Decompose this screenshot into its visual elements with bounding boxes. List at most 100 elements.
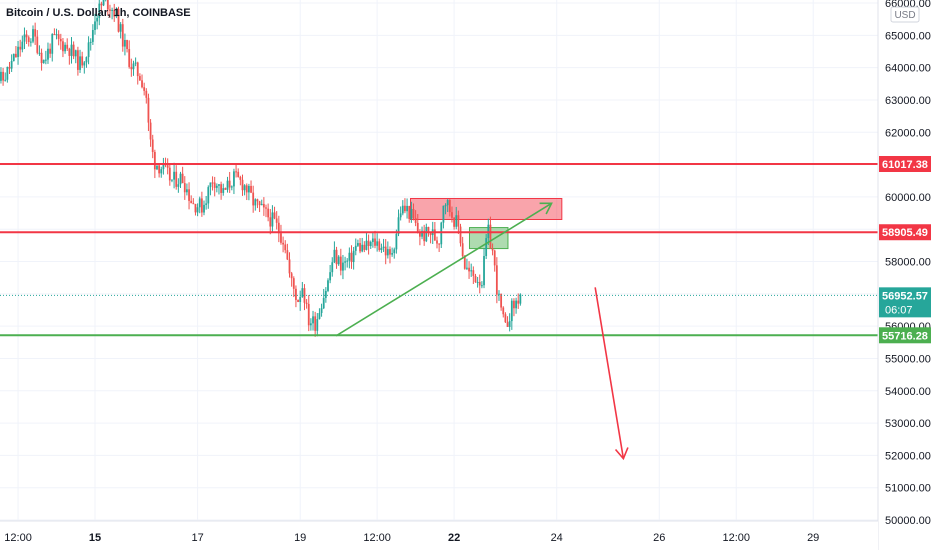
- candle: [141, 74, 143, 89]
- candle: [391, 247, 394, 257]
- candle: [297, 299, 299, 303]
- candle: [156, 165, 158, 171]
- candle: [480, 281, 483, 289]
- x-tick-label: 12:00: [722, 532, 750, 544]
- candle: [70, 37, 73, 64]
- candle: [277, 215, 280, 243]
- candle: [147, 93, 150, 132]
- candle: [102, 0, 105, 7]
- candle: [260, 199, 263, 206]
- candle: [301, 281, 304, 298]
- candle: [367, 234, 370, 255]
- candle: [502, 306, 505, 318]
- candle: [74, 49, 77, 64]
- candle: [448, 199, 451, 217]
- candle: [211, 176, 214, 191]
- candle: [290, 271, 293, 287]
- candle: [371, 231, 374, 248]
- candle: [188, 182, 190, 210]
- candle: [0, 67, 2, 84]
- candle: [10, 54, 13, 72]
- candle: [98, 0, 101, 26]
- candle: [12, 53, 15, 62]
- candle: [72, 41, 75, 60]
- candle: [339, 248, 342, 276]
- time-axis-background[interactable]: [0, 521, 878, 550]
- candle: [352, 246, 355, 270]
- candle: [254, 198, 257, 211]
- candle: [91, 24, 94, 45]
- price-axis-background[interactable]: [878, 0, 932, 550]
- resistance-zone-box[interactable]: [409, 197, 563, 220]
- candle: [446, 199, 449, 212]
- candle: [241, 174, 244, 196]
- candle: [149, 119, 152, 147]
- candle: [451, 206, 453, 223]
- candle: [519, 293, 522, 306]
- y-tick-label: 65000.00: [885, 30, 931, 42]
- candle: [115, 7, 118, 19]
- candle: [517, 293, 520, 309]
- candle: [40, 48, 43, 71]
- candle: [461, 236, 464, 260]
- candle: [44, 50, 47, 65]
- x-tick-label: 12:00: [363, 532, 391, 544]
- candle: [121, 18, 124, 52]
- y-tick-label: 58000.00: [885, 257, 931, 269]
- candle: [406, 198, 408, 219]
- y-tick-label: 66000.00: [885, 0, 931, 10]
- candle: [267, 203, 270, 222]
- candle: [459, 223, 462, 247]
- projection-arrow[interactable]: [594, 287, 629, 461]
- candle: [200, 191, 203, 217]
- candle: [453, 217, 455, 230]
- candle: [382, 238, 385, 252]
- y-tick-label: 54000.00: [885, 386, 931, 398]
- x-tick-label: 24: [551, 532, 563, 544]
- candle: [292, 276, 295, 298]
- candle: [500, 293, 503, 311]
- candle: [303, 284, 306, 311]
- candle: [476, 276, 479, 288]
- candle: [134, 57, 137, 67]
- candle: [105, 0, 107, 2]
- candle: [237, 168, 240, 178]
- candle: [329, 264, 332, 284]
- candle: [64, 42, 66, 54]
- candle: [389, 246, 391, 264]
- candle: [265, 204, 267, 218]
- candle: [100, 1, 103, 13]
- candle: [399, 206, 402, 221]
- candle: [376, 233, 379, 252]
- candle: [79, 49, 81, 73]
- candle: [474, 273, 477, 283]
- candle: [410, 201, 413, 223]
- candle: [344, 256, 346, 271]
- uptrend-arrow[interactable]: [335, 202, 553, 337]
- candle: [256, 198, 259, 209]
- candle: [179, 171, 182, 189]
- candle: [245, 183, 248, 201]
- candle: [220, 181, 223, 200]
- candle: [218, 184, 220, 195]
- y-tick-label: 64000.00: [885, 63, 931, 75]
- candle: [357, 239, 359, 248]
- y-tick-label: 52000.00: [885, 450, 931, 462]
- candle: [485, 233, 488, 260]
- currency-badge[interactable]: USD: [890, 6, 920, 23]
- candle: [384, 239, 387, 265]
- candle: [126, 39, 128, 53]
- candle: [171, 179, 173, 183]
- candle: [59, 33, 62, 50]
- candle: [284, 240, 287, 254]
- candle: [190, 195, 193, 204]
- y-tick-label: 50000.00: [885, 515, 931, 527]
- candle: [66, 38, 69, 52]
- candle: [333, 241, 336, 264]
- candle: [429, 232, 432, 244]
- candle: [21, 35, 24, 53]
- candle: [337, 255, 340, 266]
- candle: [252, 185, 255, 213]
- candle: [111, 7, 113, 20]
